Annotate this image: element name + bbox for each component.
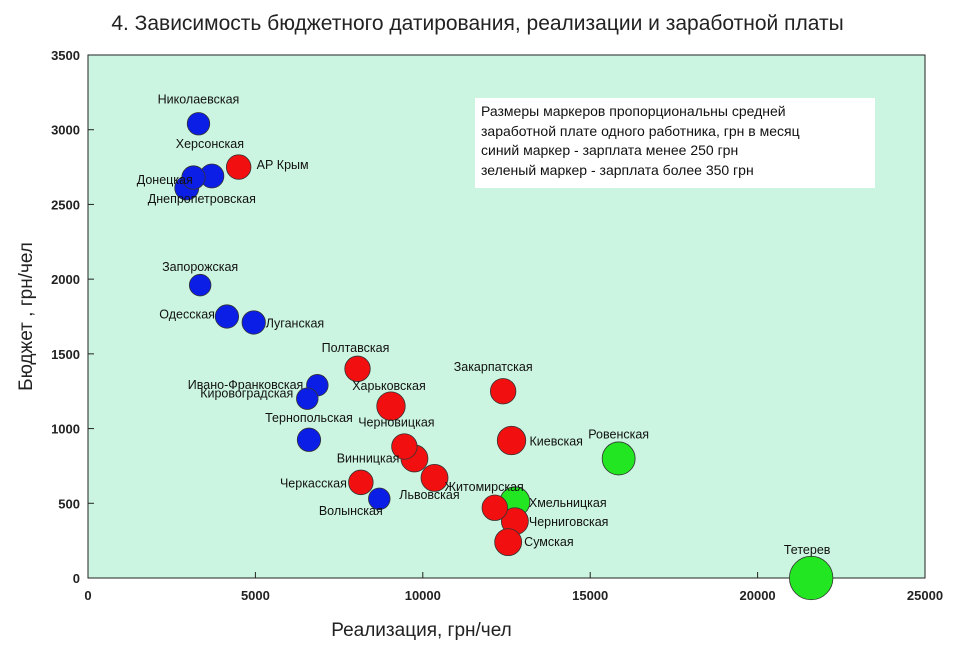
y-tick-label: 3000: [51, 123, 80, 138]
x-tick-label: 0: [84, 588, 91, 603]
point-label: Ровенская: [588, 427, 649, 441]
point-label: Львовская: [399, 488, 459, 502]
data-points: [174, 112, 834, 601]
point-label: Житомирская: [445, 480, 524, 494]
axes: 0 5000 10000 15000 20000 25000 0 500 1000 1500 200…: [51, 48, 943, 603]
marker-green: [789, 555, 834, 601]
marker-red: [344, 355, 371, 382]
chart-title: 4. Зависимость бюджетного датирования, р…: [111, 12, 844, 35]
marker-blue: [188, 273, 212, 297]
x-tick-label: 15000: [572, 588, 608, 603]
note-line-4: зеленый маркер - зарплата более 350 грн: [481, 161, 754, 178]
y-tick-label: 1000: [51, 422, 80, 437]
point-label: Херсонская: [176, 137, 244, 151]
point-label: Волынская: [319, 504, 383, 518]
marker-blue: [296, 387, 319, 410]
note-line-1: Размеры маркеров пропорциональны средней: [481, 103, 786, 119]
point-label: Донецкая: [137, 173, 193, 187]
point-label: Винницкая: [337, 451, 400, 465]
marker-blue: [296, 427, 322, 452]
marker-blue: [181, 165, 206, 190]
point-label: Сумская: [524, 535, 573, 549]
marker-blue: [214, 304, 240, 329]
point-label: Одесская: [159, 308, 215, 322]
legend-note: Размеры маркеров пропорциональны средней…: [475, 98, 875, 188]
point-label: Черкасская: [280, 476, 347, 490]
point-label: Хмельницкая: [529, 496, 607, 510]
point-label: АР Крым: [257, 158, 309, 172]
y-tick-label: 500: [58, 496, 80, 511]
marker-red: [391, 433, 418, 460]
marker-red: [420, 463, 449, 492]
x-axis-title: Реализация, грн/чел: [331, 620, 511, 641]
y-tick-label: 1500: [51, 347, 80, 362]
marker-blue: [186, 112, 211, 136]
marker-red: [494, 528, 523, 557]
marker-red: [225, 154, 252, 180]
x-tick-label: 20000: [740, 588, 776, 603]
point-label: Запорожская: [162, 260, 238, 274]
point-label: Луганская: [266, 316, 324, 330]
x-tick-label: 25000: [907, 588, 943, 603]
point-label: Черниговская: [529, 515, 609, 529]
note-line-3: синий маркер - зарплата менее 250 грн: [481, 142, 739, 158]
point-label: Николаевская: [158, 93, 240, 107]
marker-red: [496, 425, 527, 456]
point-label: Тетерев: [784, 543, 831, 557]
marker-blue: [241, 310, 266, 335]
note-line-2: заработной плате одного работника, грн в…: [481, 122, 800, 139]
marker-red: [348, 469, 374, 496]
point-label: Киевская: [530, 435, 583, 449]
y-tick-label: 2000: [51, 272, 80, 287]
point-label: Кировоградская: [200, 387, 293, 401]
marker-red: [481, 494, 508, 521]
point-label: Черновицкая: [358, 416, 434, 430]
point-label: Ивано-Франковская: [188, 378, 304, 392]
point-label: Полтавская: [322, 341, 390, 355]
marker-red: [376, 391, 406, 421]
x-tick-label: 5000: [241, 588, 270, 603]
point-label: Днепропетровская: [148, 192, 256, 206]
y-tick-label: 2500: [51, 197, 80, 212]
point-label: Тернопольская: [265, 411, 353, 425]
y-tick-label: 0: [73, 571, 80, 586]
marker-blue: [368, 487, 391, 511]
marker-red: [490, 378, 517, 405]
point-labels: Николаевская Херсонская Донецкая Днепропетр…: [137, 93, 831, 557]
y-tick-label: 3500: [51, 48, 80, 63]
point-label: Харьковская: [352, 379, 426, 393]
x-tick-label: 10000: [405, 588, 441, 603]
point-label: Закарпатская: [454, 360, 533, 374]
marker-green: [601, 441, 636, 476]
y-axis-title: Бюджет , грн/чел: [16, 242, 37, 391]
